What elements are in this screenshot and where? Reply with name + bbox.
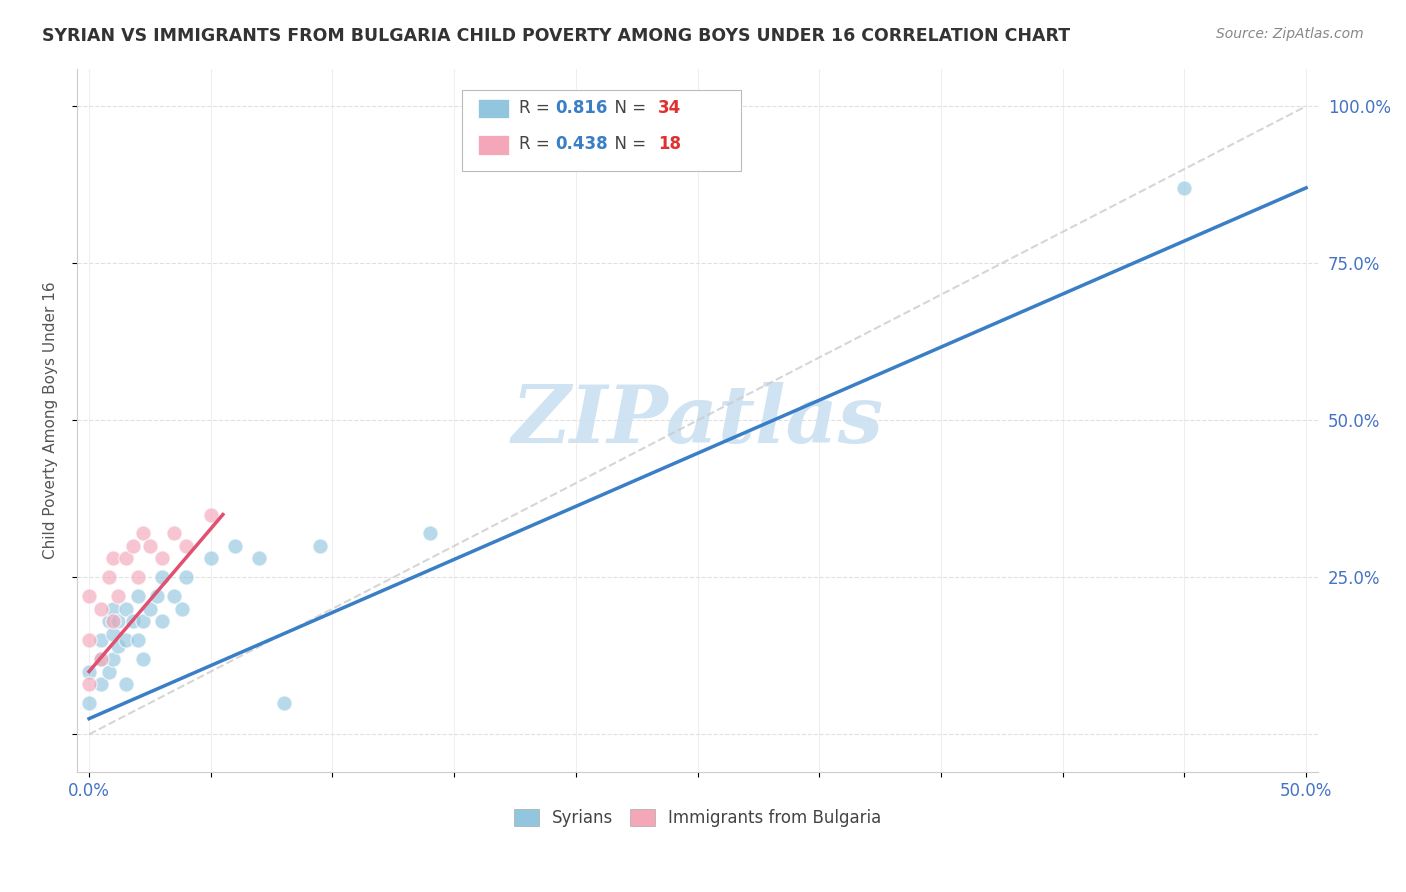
Text: R =: R = xyxy=(519,99,555,117)
Point xyxy=(97,665,120,679)
Point xyxy=(103,652,125,666)
Point xyxy=(131,526,153,541)
Point xyxy=(150,551,173,566)
Text: N =: N = xyxy=(605,99,652,117)
Point xyxy=(90,652,112,666)
Point xyxy=(90,652,112,666)
Point xyxy=(176,539,198,553)
Point xyxy=(103,601,125,615)
Point xyxy=(97,615,120,629)
Point xyxy=(103,627,125,641)
Text: N =: N = xyxy=(605,136,652,153)
Point xyxy=(107,640,129,654)
Point xyxy=(107,615,129,629)
Point xyxy=(77,633,100,648)
Point xyxy=(419,526,441,541)
Point xyxy=(139,601,162,615)
Point xyxy=(127,633,149,648)
Point xyxy=(131,652,153,666)
Point xyxy=(150,570,173,584)
Point xyxy=(131,615,153,629)
Text: Source: ZipAtlas.com: Source: ZipAtlas.com xyxy=(1216,27,1364,41)
Text: 34: 34 xyxy=(658,99,681,117)
Point xyxy=(114,551,136,566)
Point xyxy=(146,589,169,603)
Point xyxy=(200,551,222,566)
Point xyxy=(200,508,222,522)
Point xyxy=(176,570,198,584)
Point xyxy=(90,633,112,648)
Point xyxy=(77,677,100,691)
Point xyxy=(103,551,125,566)
Point xyxy=(121,615,143,629)
Point xyxy=(127,589,149,603)
Point xyxy=(309,539,332,553)
Text: 0.438: 0.438 xyxy=(555,136,607,153)
Point xyxy=(249,551,271,566)
Point xyxy=(114,633,136,648)
Text: 0.816: 0.816 xyxy=(555,99,607,117)
Y-axis label: Child Poverty Among Boys Under 16: Child Poverty Among Boys Under 16 xyxy=(44,282,58,559)
Legend: Syrians, Immigrants from Bulgaria: Syrians, Immigrants from Bulgaria xyxy=(508,803,889,834)
Point xyxy=(121,539,143,553)
Point xyxy=(170,601,193,615)
FancyBboxPatch shape xyxy=(461,89,741,170)
Point xyxy=(273,696,295,710)
Point xyxy=(77,696,100,710)
Point xyxy=(107,589,129,603)
Point xyxy=(1173,181,1195,195)
Point xyxy=(224,539,246,553)
Point xyxy=(139,539,162,553)
Point xyxy=(114,677,136,691)
Point xyxy=(127,570,149,584)
Point xyxy=(163,526,186,541)
Point xyxy=(163,589,186,603)
FancyBboxPatch shape xyxy=(478,99,509,119)
Text: R =: R = xyxy=(519,136,555,153)
Point xyxy=(90,601,112,615)
Text: ZIPatlas: ZIPatlas xyxy=(512,382,883,459)
Point xyxy=(97,570,120,584)
Text: SYRIAN VS IMMIGRANTS FROM BULGARIA CHILD POVERTY AMONG BOYS UNDER 16 CORRELATION: SYRIAN VS IMMIGRANTS FROM BULGARIA CHILD… xyxy=(42,27,1070,45)
Point xyxy=(150,615,173,629)
FancyBboxPatch shape xyxy=(478,136,509,155)
Point xyxy=(114,601,136,615)
Point xyxy=(90,677,112,691)
Point xyxy=(77,589,100,603)
Point xyxy=(77,665,100,679)
Point xyxy=(103,615,125,629)
Text: 18: 18 xyxy=(658,136,681,153)
